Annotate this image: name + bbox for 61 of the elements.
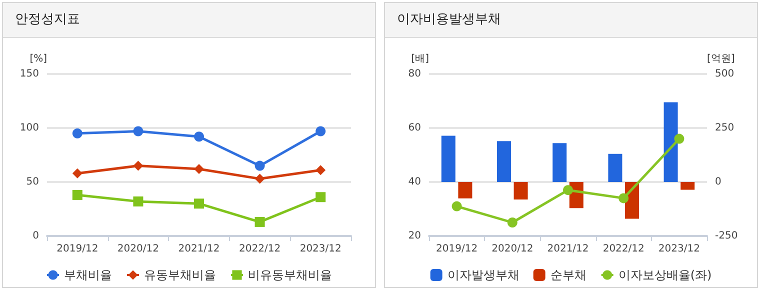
chart-title: 이자비용발생부채 [385, 3, 757, 38]
legend-label: 이자발생부채 [447, 268, 520, 282]
point [194, 164, 204, 174]
point [72, 168, 82, 178]
bar [552, 143, 567, 182]
point [254, 160, 265, 171]
x-tick-label: 2020/12 [117, 244, 159, 254]
legend-label: 부채비율 [64, 268, 112, 282]
point [618, 193, 629, 204]
point [72, 128, 82, 138]
bar [680, 182, 695, 190]
x-tick-label: 2022/12 [239, 244, 281, 254]
x-tick-label: 2019/12 [436, 244, 478, 254]
chart-title: 안정성지표 [3, 3, 375, 38]
x-tick-label: 2021/12 [178, 244, 220, 254]
x-tick-label: 2021/12 [547, 244, 589, 254]
y-tick-label: 80 [408, 68, 421, 80]
point [194, 198, 204, 209]
bar [497, 141, 511, 182]
x-tick-label: 2020/12 [492, 244, 534, 254]
point [72, 190, 82, 200]
y-tick-label: 50 [26, 176, 39, 188]
y2-tick-label: 250 [715, 122, 734, 134]
point [316, 126, 326, 136]
legend-label: 순부채 [550, 268, 586, 282]
y-tick-label: 20 [408, 230, 421, 242]
y-tick-label: 0 [32, 230, 39, 242]
y-tick-label: 40 [408, 176, 421, 188]
point [254, 216, 265, 227]
y2-tick-label: 500 [715, 68, 734, 80]
y-tick-label: 100 [20, 122, 39, 134]
point [507, 218, 518, 228]
point [316, 192, 326, 202]
y-tick-label: 150 [20, 68, 39, 80]
x-tick-label: 2019/12 [56, 244, 98, 254]
x-tick-label: 2023/12 [658, 244, 700, 254]
bar [441, 136, 456, 182]
point [674, 134, 684, 144]
legend-label: 유동부채비율 [144, 268, 216, 282]
legend-label: 비유동부채비율 [248, 268, 332, 282]
point [194, 132, 204, 142]
bar [664, 102, 678, 182]
point [563, 185, 573, 196]
point [133, 160, 144, 171]
x-tick-label: 2022/12 [602, 244, 644, 254]
point [452, 201, 462, 212]
point [254, 174, 265, 184]
point [133, 196, 144, 206]
y-axis-title: [배] [411, 54, 430, 64]
point [316, 165, 326, 176]
x-tick-label: 2023/12 [300, 244, 342, 254]
y-axis-title: [%] [30, 54, 48, 64]
y2-tick-label: 0 [715, 176, 722, 188]
point [133, 126, 144, 136]
y2-axis-title: [억원] [707, 54, 735, 64]
y-tick-label: 60 [408, 122, 421, 134]
bar [514, 182, 528, 200]
bar [608, 154, 622, 182]
legend-label: 이자보상배율(좌) [618, 268, 712, 282]
y2-tick-label: -250 [715, 230, 738, 242]
bar [458, 182, 472, 198]
